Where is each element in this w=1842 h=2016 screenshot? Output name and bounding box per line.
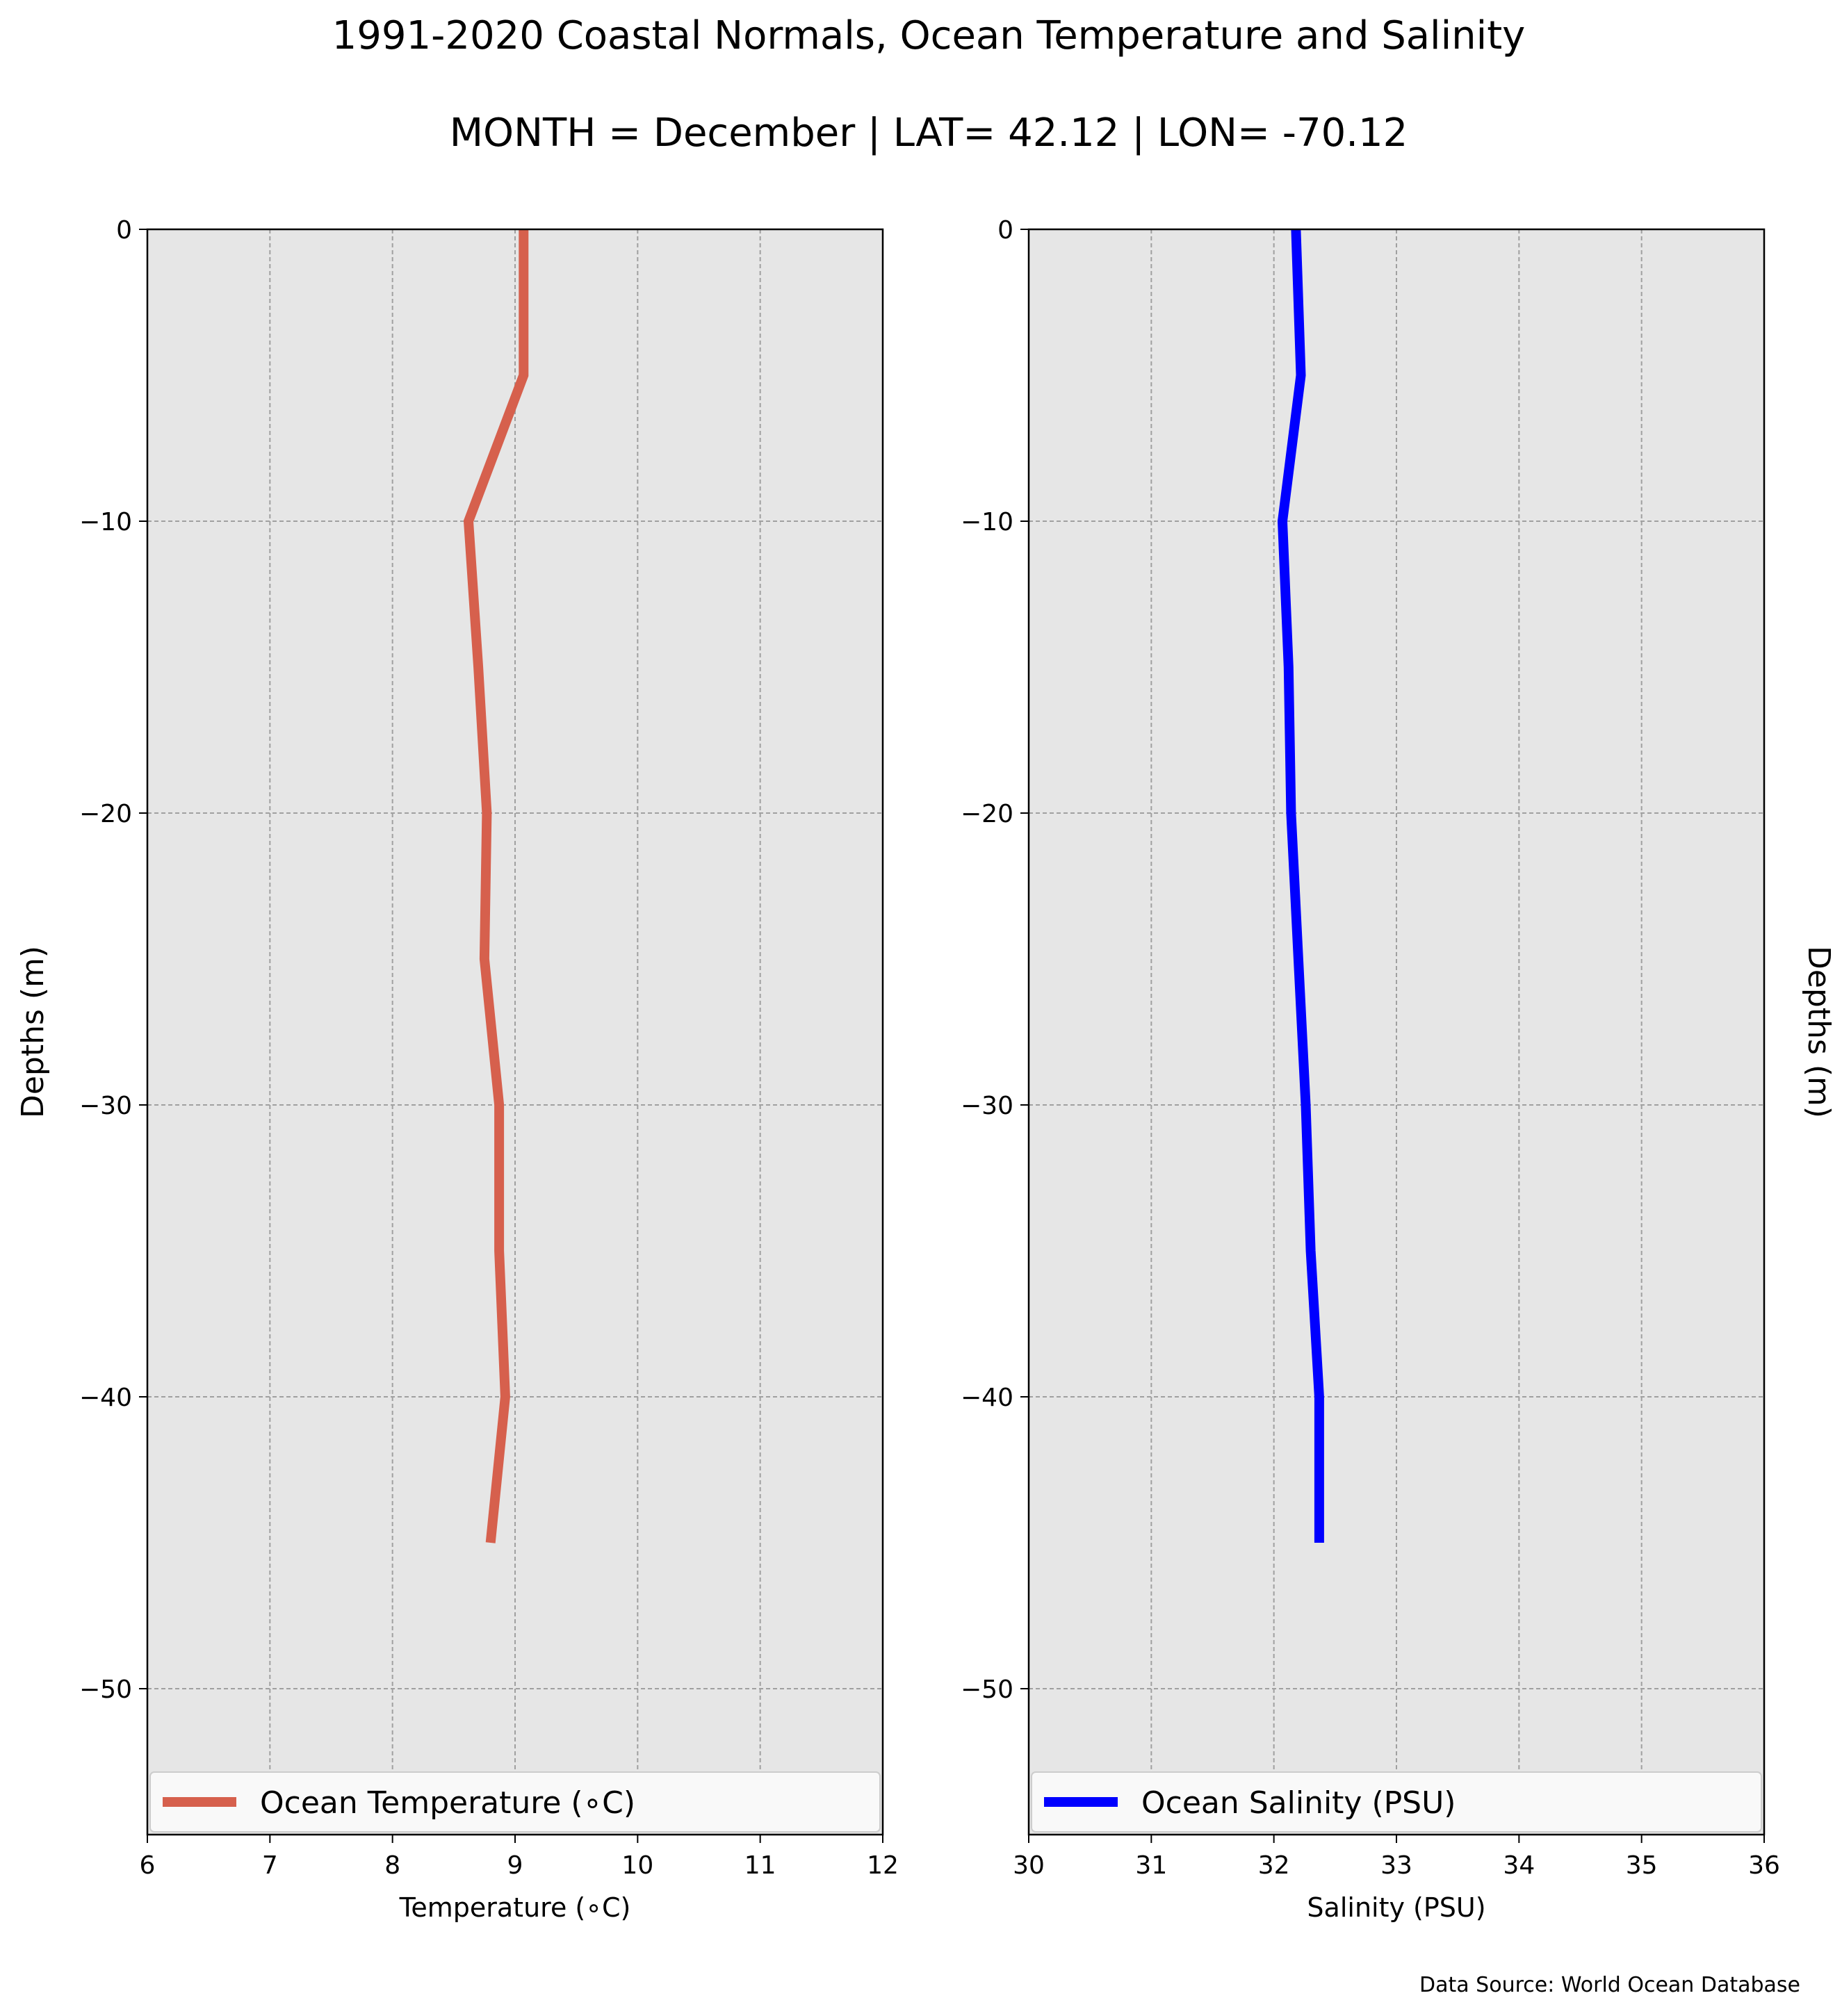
x-tick-label: 9 — [507, 1851, 523, 1880]
y-tick-label: −30 — [79, 1092, 132, 1120]
figure-subtitle: MONTH = December | LAT= 42.12 | LON= -70… — [450, 110, 1408, 156]
legend-label: Ocean Temperature (∘C) — [260, 1785, 635, 1821]
data-source-footer: Data Source: World Ocean Database — [1419, 1973, 1800, 1997]
series-line — [463, 229, 529, 1543]
legend-box — [149, 1771, 881, 1833]
x-tick-label: 6 — [140, 1851, 156, 1880]
x-tick-label: 11 — [744, 1851, 776, 1880]
y-tick-label: −20 — [79, 800, 132, 828]
x-tick-label: 32 — [1258, 1851, 1290, 1880]
x-axis-label: Temperature (∘C) — [399, 1892, 631, 1923]
x-tick-label: 12 — [867, 1851, 899, 1880]
y-tick-label: 0 — [116, 216, 132, 245]
y-tick-label: −40 — [961, 1384, 1013, 1412]
x-tick-label: 8 — [384, 1851, 400, 1880]
y-tick-label: −10 — [79, 508, 132, 536]
x-tick-label: 36 — [1748, 1851, 1780, 1880]
x-tick-label: 31 — [1135, 1851, 1167, 1880]
figure-title: 1991-2020 Coastal Normals, Ocean Tempera… — [332, 13, 1526, 58]
salinity-profile-chart: Ocean Salinity (PSU) 30 31 32 33 34 35 36 0 −10 −2… — [961, 216, 1836, 1923]
temperature-profile-chart: Ocean Temperature (∘C) 6 7 8 9 10 11 12 0 −10 −20 −… — [15, 216, 899, 1923]
legend-box — [1031, 1771, 1762, 1833]
x-tick-label: 34 — [1503, 1851, 1535, 1880]
y-tick-label: −30 — [961, 1092, 1013, 1120]
y-axis-label: Depths (m) — [15, 946, 51, 1118]
y-axis-label: Depths (m) — [1801, 946, 1836, 1118]
x-tick-label: 10 — [621, 1851, 653, 1880]
legend-label: Ocean Salinity (PSU) — [1141, 1785, 1456, 1821]
y-tick-label: −10 — [961, 508, 1013, 536]
y-tick-label: −20 — [961, 800, 1013, 828]
x-tick-label: 7 — [262, 1851, 278, 1880]
x-axis-label: Salinity (PSU) — [1307, 1892, 1485, 1923]
y-tick-label: −50 — [79, 1675, 132, 1704]
y-tick-label: 0 — [997, 216, 1013, 245]
x-tick-label: 35 — [1626, 1851, 1658, 1880]
y-tick-label: −50 — [961, 1675, 1013, 1704]
x-tick-label: 33 — [1380, 1851, 1412, 1880]
y-tick-label: −40 — [79, 1384, 132, 1412]
series-line — [1277, 229, 1324, 1543]
x-tick-label: 30 — [1013, 1851, 1045, 1880]
